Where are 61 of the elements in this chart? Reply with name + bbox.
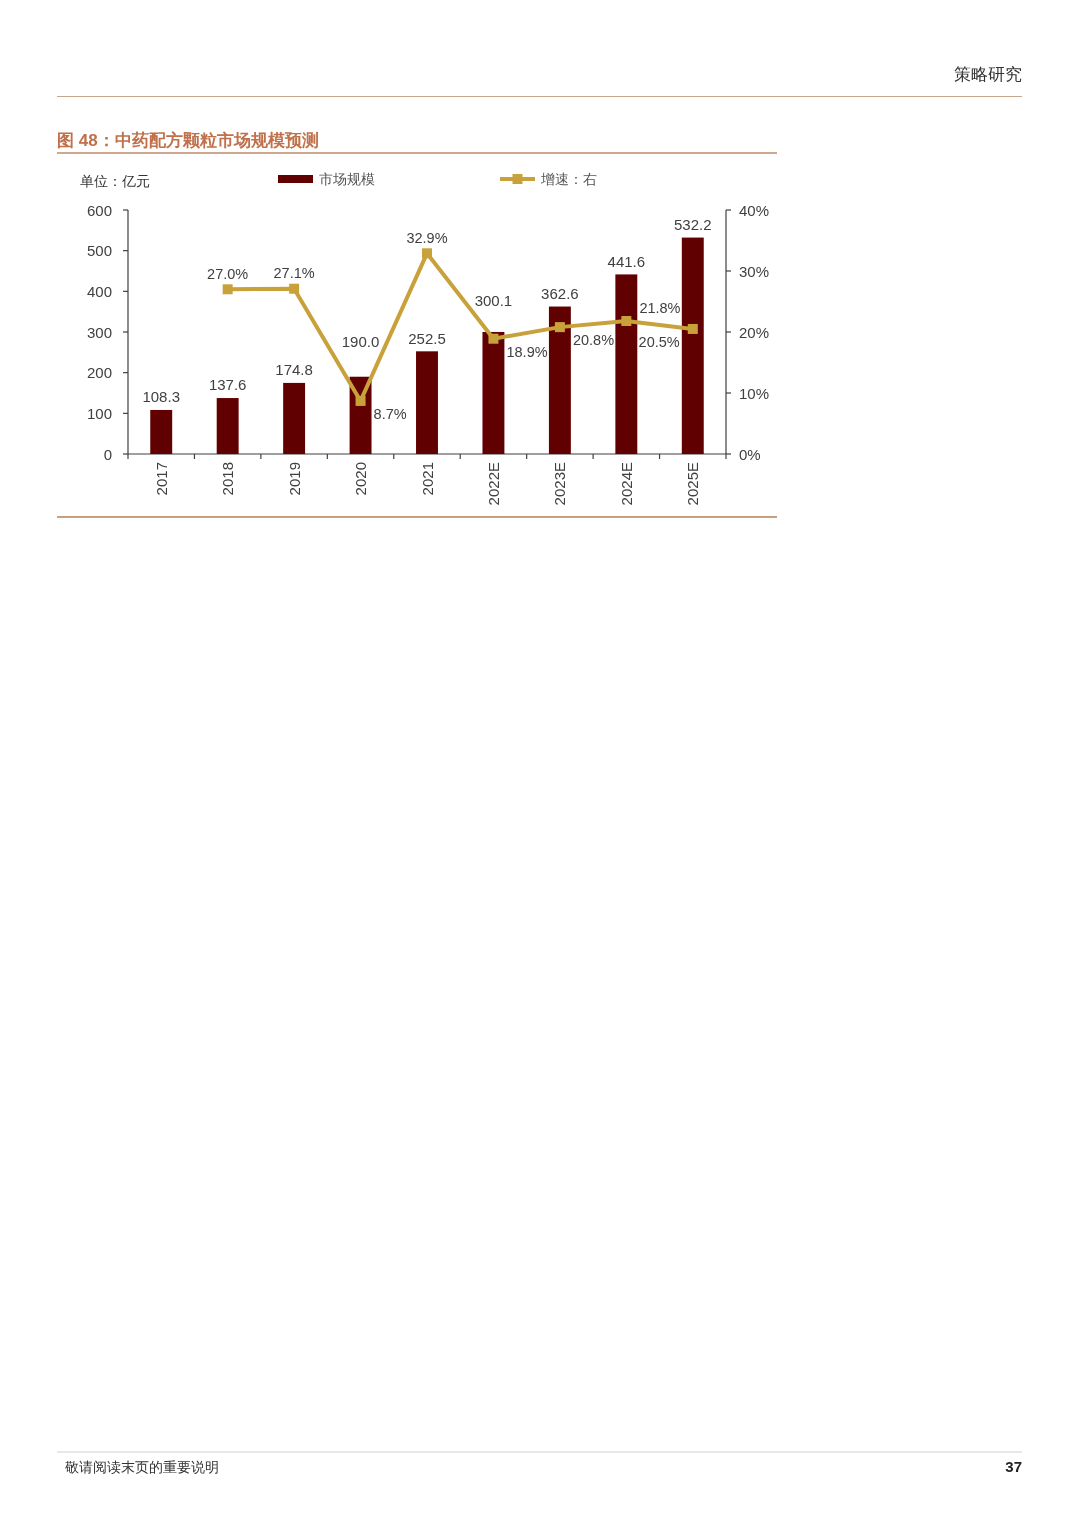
text: 37 (1005, 1458, 1022, 1475)
y-tick-label: 300 (86, 323, 112, 341)
data-label: 252.5 (408, 329, 446, 347)
y2-tick-label: 0% (739, 445, 761, 463)
data-label: 532.2 (674, 215, 712, 233)
text: 单位：亿元 (80, 174, 150, 189)
data-label: 20.8% (572, 331, 615, 348)
data-label: 362.6 (541, 284, 579, 302)
point (355, 395, 366, 406)
bar (150, 409, 173, 454)
data-label: 441.6 (607, 252, 646, 270)
y2-tick-label: 30% (739, 262, 770, 280)
y-tick-label: 500 (86, 242, 112, 260)
y-tick-label: 200 (86, 364, 112, 382)
point (222, 284, 233, 295)
y2-tick-label: 10% (739, 384, 770, 402)
x-tick-label: 2024E (617, 462, 635, 506)
y-tick-label: 400 (86, 282, 112, 300)
bar (216, 398, 239, 454)
data-label: 137.6 (208, 376, 247, 394)
data-label: 20.5% (638, 333, 680, 350)
data-label: 18.9% (506, 343, 548, 360)
point (554, 322, 565, 333)
legend-label: 增速：右 (540, 171, 597, 187)
bar (283, 382, 306, 454)
data-label: 174.8 (275, 361, 313, 379)
data-label: 27.1% (273, 264, 315, 281)
x-tick-label: 2023E (551, 462, 569, 506)
data-label: 300.1 (474, 292, 513, 310)
data-label: 32.9% (406, 229, 448, 246)
x-tick-label: 2022E (484, 462, 502, 506)
chart-title: 图 48：中药配方颗粒市场规模预测 (57, 131, 319, 150)
point (488, 333, 499, 344)
x-tick-label: 2025E (684, 462, 702, 506)
x-tick-label: 2018 (219, 462, 237, 496)
y2-tick-label: 20% (739, 323, 770, 341)
text: 策略研究 (954, 65, 1022, 84)
x-tick-label: 2019 (285, 462, 303, 496)
legend-label: 市场规模 (319, 171, 375, 187)
data-label: 190.0 (341, 333, 380, 351)
bar (548, 306, 571, 454)
bar (681, 237, 704, 454)
bar (416, 351, 438, 454)
data-label: 8.7% (373, 405, 407, 422)
y2-tick-label: 40% (739, 201, 770, 219)
text: 敬请阅读末页的重要说明 (65, 1460, 219, 1475)
data-label: 108.3 (142, 388, 180, 406)
x-tick-label: 2021 (418, 462, 436, 496)
point (621, 316, 632, 327)
bar (482, 331, 505, 454)
y-tick-label: 0 (103, 445, 112, 463)
bar (615, 274, 638, 454)
point (687, 323, 698, 334)
point (289, 283, 300, 294)
x-tick-label: 2017 (152, 462, 170, 496)
data-label: 21.8% (639, 300, 681, 317)
x-tick-label: 2020 (352, 462, 370, 496)
y-tick-label: 100 (86, 404, 112, 422)
y-tick-label: 600 (86, 201, 112, 219)
point (422, 248, 432, 259)
data-label: 27.0% (207, 265, 249, 282)
